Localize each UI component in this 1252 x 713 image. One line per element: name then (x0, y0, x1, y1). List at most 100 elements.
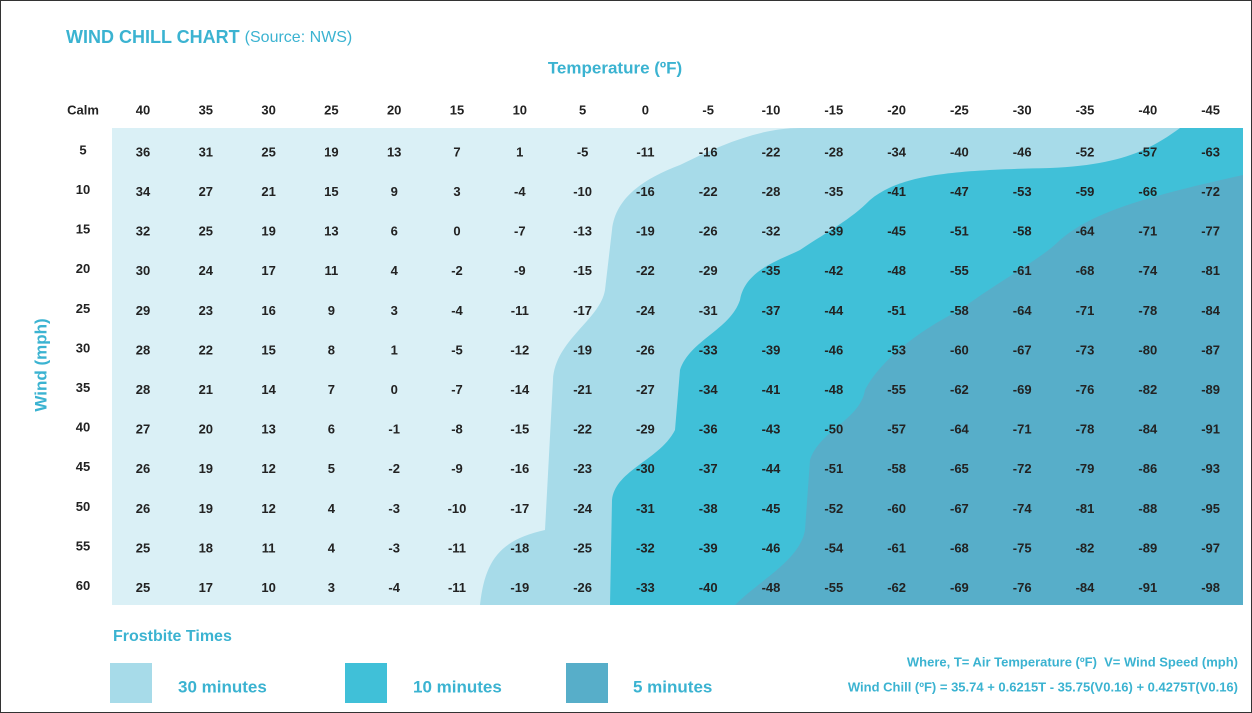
column-header: 0 (642, 102, 649, 117)
cell-value: 23 (199, 303, 213, 318)
cell-value: -4 (514, 184, 526, 199)
cell-value: 27 (136, 422, 150, 437)
cell-value: -50 (824, 422, 843, 437)
cell-value: -11 (511, 303, 529, 318)
cell-value: -31 (636, 501, 655, 516)
cell-value: -67 (950, 501, 969, 516)
cell-value: 36 (136, 144, 150, 159)
cell-value: 9 (328, 303, 335, 318)
cell-value: -80 (1138, 342, 1157, 357)
cell-value: -39 (762, 342, 781, 357)
cell-value: -40 (950, 144, 969, 159)
cell-value: -74 (1138, 263, 1158, 278)
cell-value: -71 (1013, 422, 1032, 437)
cell-value: -39 (699, 540, 718, 555)
cell-value: -93 (1201, 461, 1220, 476)
cell-value: -95 (1201, 501, 1220, 516)
cell-value: -97 (1201, 540, 1220, 555)
cell-value: 18 (199, 540, 213, 555)
corner-label: Calm (67, 102, 99, 117)
row-header: 35 (76, 380, 90, 395)
column-header: 20 (387, 102, 401, 117)
column-header: 25 (324, 102, 338, 117)
cell-value: -36 (699, 422, 718, 437)
zone-5-minutes (735, 175, 1243, 605)
cell-value: -84 (1201, 303, 1221, 318)
cell-value: -53 (887, 342, 906, 357)
cell-value: -86 (1138, 461, 1157, 476)
cell-value: -35 (762, 263, 781, 278)
cell-value: -5 (577, 144, 589, 159)
column-header: 10 (513, 102, 527, 117)
cell-value: 30 (136, 263, 150, 278)
cell-value: -98 (1201, 580, 1220, 595)
cell-value: -17 (510, 501, 529, 516)
cell-value: 28 (136, 342, 150, 357)
column-header: -35 (1076, 102, 1095, 117)
column-header: -40 (1138, 102, 1157, 117)
cell-value: -22 (699, 184, 718, 199)
cell-value: -64 (1076, 224, 1096, 239)
column-header: 40 (136, 102, 150, 117)
cell-value: -42 (824, 263, 843, 278)
cell-value: -38 (699, 501, 718, 516)
cell-value: -13 (573, 224, 592, 239)
row-header: 60 (76, 578, 90, 593)
column-header: -15 (824, 102, 843, 117)
cell-value: 21 (199, 382, 213, 397)
cell-value: 19 (199, 501, 213, 516)
column-header: -20 (887, 102, 906, 117)
cell-value: -28 (762, 184, 781, 199)
cell-value: 13 (324, 224, 338, 239)
cell-value: -33 (636, 580, 655, 595)
cell-value: 12 (261, 501, 275, 516)
cell-value: -11 (636, 144, 654, 159)
cell-value: 25 (261, 144, 275, 159)
cell-value: 0 (391, 382, 398, 397)
legend-title: Frostbite Times (113, 628, 232, 645)
cell-value: -52 (824, 501, 843, 516)
cell-value: 11 (262, 540, 276, 555)
cell-value: -72 (1201, 184, 1220, 199)
cell-value: 12 (261, 461, 275, 476)
cell-value: -48 (887, 263, 906, 278)
cell-value: -16 (510, 461, 529, 476)
cell-value: -81 (1201, 263, 1220, 278)
column-header: -5 (702, 102, 714, 117)
cell-value: -91 (1201, 422, 1220, 437)
cell-value: -1 (388, 422, 400, 437)
cell-value: 19 (199, 461, 213, 476)
cell-value: -34 (887, 144, 907, 159)
cell-value: -51 (824, 461, 843, 476)
cell-value: 19 (324, 144, 338, 159)
cell-value: 6 (391, 224, 398, 239)
cell-value: -29 (636, 422, 655, 437)
cell-value: -51 (950, 224, 969, 239)
cell-value: 4 (328, 540, 336, 555)
cell-value: -5 (451, 342, 463, 357)
cell-value: -63 (1201, 144, 1220, 159)
cell-value: 16 (261, 303, 275, 318)
cell-value: -4 (451, 303, 463, 318)
cell-value: -58 (950, 303, 969, 318)
cell-value: -71 (1138, 224, 1157, 239)
cell-value: 3 (453, 184, 460, 199)
cell-value: -75 (1013, 540, 1032, 555)
cell-value: -37 (762, 303, 781, 318)
cell-value: -61 (887, 540, 906, 555)
cell-value: -46 (1013, 144, 1032, 159)
cell-value: -69 (950, 580, 969, 595)
cell-value: 5 (328, 461, 335, 476)
cell-value: -19 (510, 580, 529, 595)
cell-value: -89 (1138, 540, 1157, 555)
cell-value: -44 (824, 303, 844, 318)
cell-value: -74 (1013, 501, 1033, 516)
cell-value: 15 (324, 184, 338, 199)
cell-value: 19 (261, 224, 275, 239)
column-header: -10 (762, 102, 781, 117)
cell-value: -82 (1138, 382, 1157, 397)
cell-value: 17 (261, 263, 275, 278)
cell-value: -60 (950, 342, 969, 357)
row-header: 25 (76, 301, 90, 316)
cell-value: -59 (1076, 184, 1095, 199)
